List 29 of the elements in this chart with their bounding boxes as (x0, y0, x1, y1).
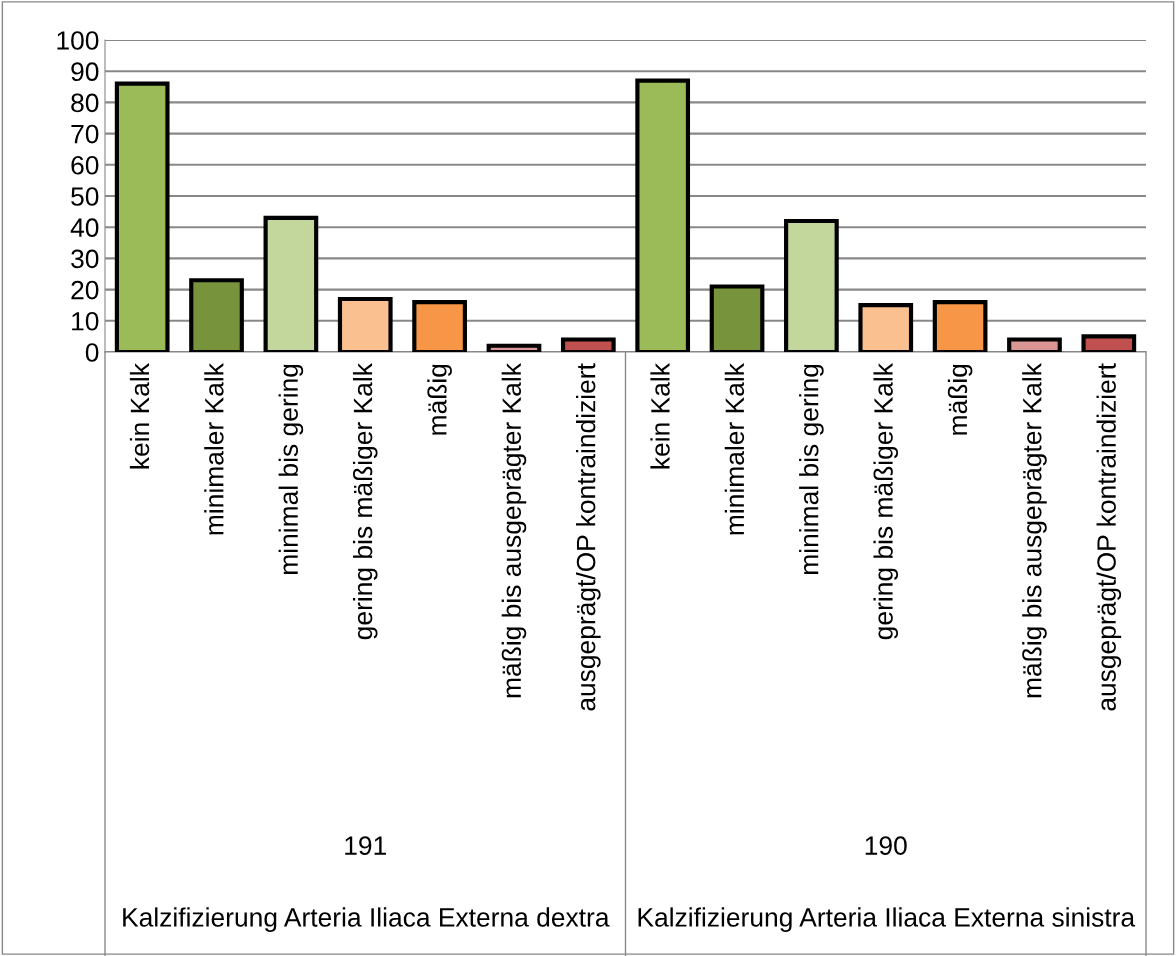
text: 190 (865, 836, 907, 855)
text: 191 (345, 836, 386, 855)
y-tick-label: 90 (71, 62, 99, 82)
x-tick-label: mäßig (427, 364, 452, 435)
x-tick-label: ausgeprägt/OP kontraindiziert (576, 363, 601, 711)
x-tick-label: mäßig bis ausgeprägter Kalk (501, 363, 527, 698)
x-tick-label: minimal bis gering (278, 364, 304, 574)
y-tick-label: 60 (71, 155, 99, 175)
y-tick-label: 80 (71, 93, 99, 113)
x-tick-label: minimaler Kalk (204, 363, 224, 535)
text: Kalzifizierung Arteria Iliaca Externa sinistra (638, 907, 1136, 932)
y-tick-label: 30 (71, 249, 99, 269)
y-tick-label: 40 (70, 218, 99, 238)
x-tick-label: minimaler Kalk (724, 363, 745, 535)
x-tick-label: minimal bis gering (799, 364, 824, 574)
x-tick-label: mäßig (947, 364, 973, 435)
x-tick-label: gering bis mäßiger Kalk (873, 363, 899, 640)
x-tick-label: kein Kalk (129, 363, 150, 469)
text: Kalzifizierung Arteria Iliaca Externa dextra (123, 907, 610, 932)
x-tick-label: ausgeprägt/OP kontraindiziert (1096, 363, 1122, 711)
y-tick-label: 20 (71, 280, 99, 300)
x-tick-label: gering bis mäßiger Kalk (352, 363, 378, 640)
y-tick-label: 50 (71, 187, 99, 206)
x-tick-label: kein Kalk (650, 363, 670, 469)
y-tick-label: 100 (57, 31, 99, 50)
x-tick-label: mäßig bis ausgeprägter Kalk (1022, 363, 1047, 698)
y-tick-label: 70 (71, 124, 99, 144)
y-tick-label: 10 (72, 311, 99, 331)
y-tick-label: 0 (85, 343, 99, 362)
